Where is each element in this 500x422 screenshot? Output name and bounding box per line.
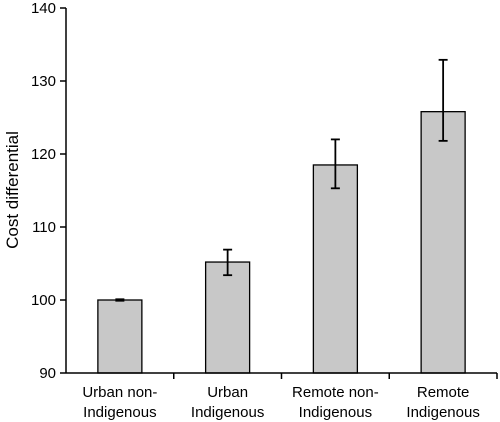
bar-3: [312, 164, 359, 374]
y-axis-title: Cost differential: [3, 131, 22, 249]
y-tick-label: 100: [31, 292, 56, 309]
bar-2: [204, 261, 251, 374]
y-tick-label: 140: [31, 0, 56, 17]
x-category-label: Urban Indigenous: [191, 384, 264, 421]
error-bars-group: [115, 58, 448, 302]
bar-4: [420, 111, 466, 374]
y-tick-label: 110: [32, 219, 56, 236]
error-bar-4: [438, 58, 448, 142]
error-bar-2: [223, 248, 233, 277]
bar-1: [97, 299, 143, 374]
y-ticks-group: 90 100 110 120 130 140: [31, 0, 66, 382]
x-category-label: Remote Indigenous: [406, 384, 479, 421]
bars-group: [97, 111, 466, 374]
error-bar-3: [330, 138, 340, 190]
error-bar-1: [115, 298, 125, 302]
y-tick-label: 120: [31, 146, 56, 163]
y-tick-label: 130: [31, 73, 56, 90]
x-category-label: Urban non-Indigenous: [82, 384, 157, 421]
x-ticks-group: Urban non-Indigenous Urban Indigenous Remot…: [82, 373, 498, 421]
x-category-label: Remote non-Indigenous: [292, 384, 379, 421]
y-tick-label: 90: [39, 365, 56, 382]
